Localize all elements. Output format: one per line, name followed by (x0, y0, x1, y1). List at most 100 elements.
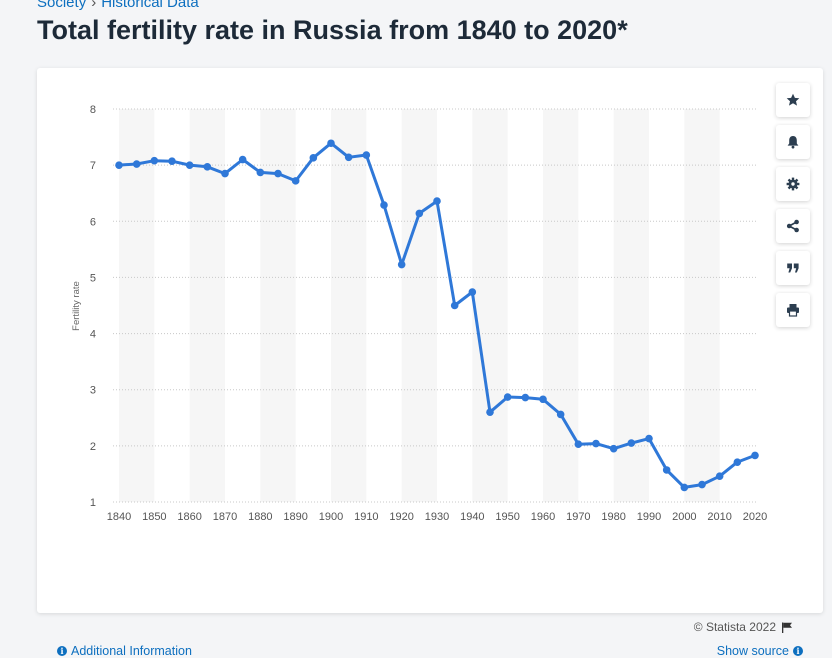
y-tick-label: 6 (90, 216, 96, 228)
data-point[interactable] (115, 161, 123, 169)
chart-toolbar (776, 83, 810, 335)
x-tick-label: 1930 (425, 511, 449, 523)
x-tick-label: 1850 (142, 511, 166, 523)
data-point[interactable] (592, 439, 600, 448)
show-source-label: Show source (716, 644, 789, 658)
quote-icon (787, 263, 799, 273)
x-tick-label: 1920 (389, 511, 413, 523)
x-tick-label: 2000 (672, 511, 696, 523)
x-tick-label: 1840 (107, 511, 131, 523)
info-icon: i (793, 646, 803, 656)
decade-band (260, 109, 296, 502)
data-point[interactable] (256, 168, 265, 177)
data-point[interactable] (556, 410, 565, 419)
data-point[interactable] (168, 157, 176, 166)
data-point[interactable] (733, 458, 742, 466)
info-icon: i (57, 646, 67, 656)
y-axis-label: Fertility rate (71, 281, 82, 331)
x-tick-label: 1880 (248, 511, 272, 523)
breadcrumb-separator: › (91, 0, 97, 11)
copyright: © Statista 2022 (694, 620, 793, 634)
x-tick-label: 1960 (531, 511, 555, 523)
data-point[interactable] (291, 177, 300, 185)
share-button[interactable] (776, 209, 810, 243)
data-point[interactable] (203, 163, 212, 171)
x-tick-label: 1970 (566, 511, 590, 523)
bell-icon (787, 136, 799, 149)
data-point[interactable] (327, 139, 335, 148)
decade-band (401, 109, 437, 502)
data-point[interactable] (344, 153, 353, 162)
x-tick-label: 1950 (495, 511, 519, 523)
additional-information-link[interactable]: i Additional Information (57, 644, 192, 658)
favorite-button[interactable] (776, 83, 810, 117)
data-point[interactable] (185, 161, 194, 169)
show-source-link[interactable]: Show source i (717, 644, 803, 658)
data-point[interactable] (362, 151, 371, 159)
data-point[interactable] (645, 434, 653, 443)
data-point[interactable] (751, 451, 759, 460)
y-tick-label: 3 (90, 385, 96, 397)
data-point[interactable] (680, 483, 689, 492)
cite-button[interactable] (776, 251, 810, 285)
notification-button[interactable] (776, 125, 810, 159)
x-tick-label: 1990 (637, 511, 661, 523)
y-tick-label: 2 (90, 441, 96, 453)
data-point[interactable] (468, 288, 477, 296)
data-point[interactable] (503, 393, 512, 401)
y-tick-label: 4 (90, 329, 96, 341)
copyright-text: © Statista 2022 (693, 620, 776, 634)
data-point[interactable] (698, 480, 706, 489)
data-point[interactable] (433, 197, 441, 205)
data-point[interactable] (486, 408, 494, 416)
x-tick-label: 1910 (354, 511, 378, 523)
decade-band (543, 109, 579, 502)
y-tick-label: 7 (90, 160, 96, 172)
data-point[interactable] (627, 439, 636, 447)
x-tick-label: 1890 (283, 511, 307, 523)
data-point[interactable] (539, 395, 547, 404)
data-point[interactable] (132, 160, 141, 168)
data-point[interactable] (715, 472, 724, 480)
data-point[interactable] (380, 201, 388, 209)
star-icon (786, 93, 800, 106)
data-point[interactable] (574, 440, 583, 448)
decade-band (613, 109, 649, 502)
data-point[interactable] (274, 169, 282, 178)
data-point[interactable] (521, 393, 530, 402)
decade-band (472, 109, 508, 502)
page-title: Total fertility rate in Russia from 1840… (37, 15, 628, 45)
decade-band (189, 109, 225, 502)
breadcrumb-item-historical-data[interactable]: Historical Data (101, 0, 199, 11)
x-tick-label: 2020 (743, 511, 767, 523)
share-icon (786, 219, 799, 233)
data-point[interactable] (397, 260, 406, 269)
y-tick-label: 8 (90, 104, 96, 116)
print-button[interactable] (776, 293, 810, 327)
y-tick-label: 1 (90, 497, 96, 509)
data-point[interactable] (150, 156, 159, 165)
line-chart: 1 2 3 4 5 6 7 8 1840 1850 1860 1870 1880 1890 1900 191… (71, 104, 767, 523)
data-point[interactable] (450, 301, 459, 310)
gear-icon (786, 177, 800, 191)
breadcrumb: Society › Historical Data (37, 0, 199, 11)
data-point[interactable] (662, 466, 671, 474)
decade-band (119, 109, 155, 502)
additional-information-label: Additional Information (71, 644, 192, 658)
chart-card: 1 2 3 4 5 6 7 8 1840 1850 1860 1870 1880 1890 1900 191… (37, 68, 823, 658)
data-point[interactable] (415, 209, 424, 218)
data-point[interactable] (609, 444, 618, 453)
decade-band (331, 109, 367, 502)
x-tick-label: 1940 (460, 511, 484, 523)
x-tick-label: 2010 (707, 511, 731, 523)
x-tick-label: 1980 (601, 511, 625, 523)
settings-button[interactable] (776, 167, 810, 201)
y-tick-label: 5 (90, 272, 96, 284)
data-point[interactable] (309, 154, 318, 162)
x-tick-label: 1900 (319, 511, 343, 523)
flag-icon[interactable] (781, 622, 793, 633)
data-point[interactable] (238, 155, 247, 164)
data-point[interactable] (221, 169, 229, 178)
breadcrumb-item-society[interactable]: Society (37, 0, 87, 11)
x-tick-label: 1870 (213, 511, 237, 523)
